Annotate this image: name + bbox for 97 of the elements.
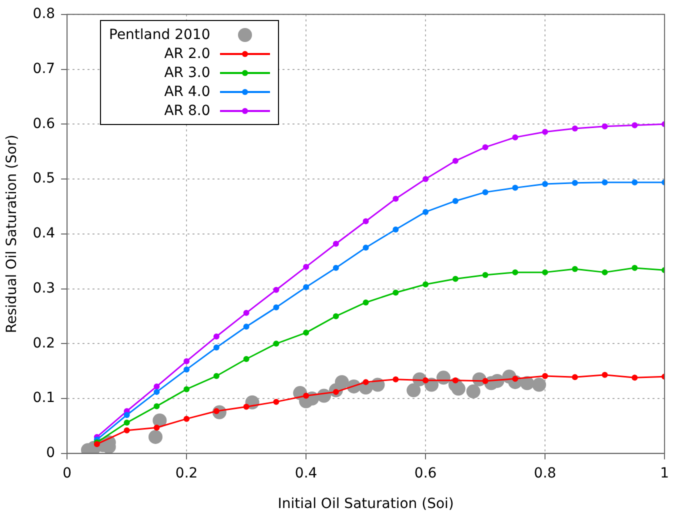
point [451,382,466,396]
point [154,388,160,395]
legend-label: AR 3.0 [164,64,210,80]
point [184,366,190,372]
point [362,218,369,224]
legend-label: AR 2.0 [164,46,210,62]
point [572,180,578,186]
point [452,198,458,204]
point [482,378,488,384]
point [632,374,638,381]
x-tick-label: 1 [660,465,670,482]
point [452,377,458,384]
point [512,269,518,276]
point [273,340,280,347]
point [482,272,488,278]
point [632,264,638,271]
point [542,128,548,135]
point [213,373,220,380]
point [512,376,518,382]
point [392,196,399,202]
point [184,386,190,392]
point [512,134,518,140]
point [542,269,548,276]
point [422,281,429,288]
point [154,403,160,410]
y-tick-label: 0 [46,445,56,462]
point [602,269,608,276]
point [303,330,310,336]
point [542,180,548,187]
point [466,384,480,398]
y-tick-label: 0.6 [32,116,56,132]
point [334,375,349,390]
point [124,420,130,426]
x-tick-label: 0.6 [414,465,437,482]
point [392,290,399,296]
point [422,208,429,215]
point [512,184,518,191]
point [482,144,488,150]
point [154,424,160,431]
point [273,304,280,310]
point [362,379,369,386]
y-tick-label: 0.7 [32,60,56,77]
y-tick-label: 0.4 [32,226,56,242]
y-tick-label: 0.1 [32,390,56,406]
point [422,377,429,384]
point [332,264,339,271]
legend-label: Pentland 2010 [109,26,210,42]
point [542,373,548,380]
x-axis-title: Initial Oil Saturation (Soi) [278,496,454,512]
point [273,286,280,293]
point [482,189,488,196]
point [452,158,458,164]
y-tick-label: 0.3 [32,280,56,296]
point [148,430,162,444]
point [632,179,638,186]
point [303,284,310,290]
point [243,404,250,410]
point [124,412,130,418]
point [392,226,399,233]
point [332,240,339,247]
point [452,276,458,282]
y-axis-title: Residual Oil Saturation (Sor) [4,134,20,334]
point [213,344,220,350]
point [602,123,608,130]
point [184,358,190,364]
point [392,376,399,382]
point [406,383,421,398]
point [602,179,608,186]
y-tick-label: 0.5 [32,170,56,187]
y-tick-label: 0.2 [32,335,56,352]
y-tick-label: 0.8 [32,6,56,22]
point [303,264,310,270]
point [332,313,339,320]
point [243,324,250,330]
point [362,299,369,306]
legend-label: AR 4.0 [164,84,210,100]
point [273,398,280,405]
point [154,383,160,390]
point [124,427,130,434]
point [303,392,310,399]
x-tick-label: 0 [62,465,72,482]
x-tick-label: 0.4 [294,465,318,482]
point [572,374,578,380]
legend-label: AR 8.0 [164,102,210,118]
point [422,176,429,182]
point [362,244,369,251]
point [532,378,546,392]
point [632,122,638,128]
point [184,416,190,422]
x-tick-label: 0.8 [534,465,556,482]
point [602,372,608,378]
point [572,126,578,132]
point [243,356,250,362]
point [243,310,250,316]
x-tick-label: 0.2 [175,465,198,482]
point [572,266,578,272]
point [213,334,220,340]
